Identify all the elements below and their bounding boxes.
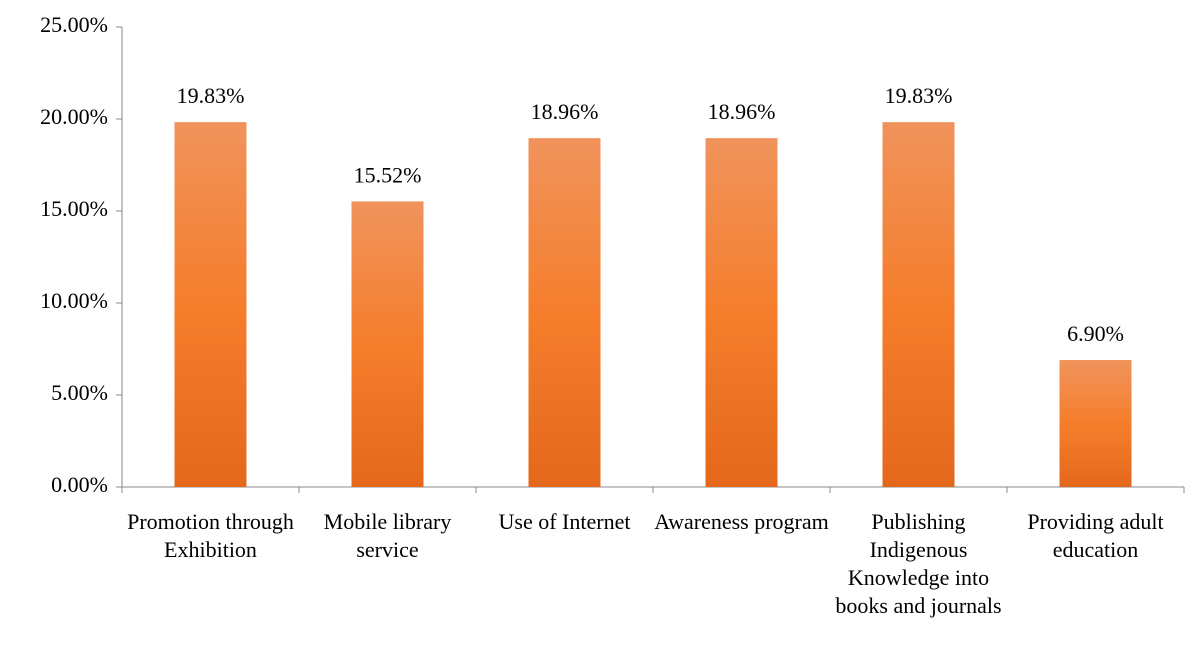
data-label: 19.83% xyxy=(885,83,953,108)
data-label: 18.96% xyxy=(531,99,599,124)
bar xyxy=(351,201,424,487)
data-label: 6.90% xyxy=(1067,321,1124,346)
x-tick-label: Promotion through Exhibition xyxy=(127,509,294,562)
x-tick-label: Use of Internet xyxy=(498,509,631,534)
data-label: 15.52% xyxy=(354,162,422,187)
bar xyxy=(528,138,601,488)
x-tick-label: Publishing Indigenous Knowledge into boo… xyxy=(835,509,1002,618)
x-tick-label: Awareness program xyxy=(654,509,829,534)
data-label: 18.96% xyxy=(708,99,776,124)
bar xyxy=(882,122,955,488)
bar xyxy=(705,138,778,488)
bar xyxy=(1059,360,1132,487)
y-tick-label: 5.00% xyxy=(51,380,108,405)
data-label: 19.83% xyxy=(177,83,245,108)
y-tick-label: 15.00% xyxy=(40,196,108,221)
bar xyxy=(174,122,247,488)
y-tick-label: 10.00% xyxy=(40,288,108,313)
y-tick-label: 25.00% xyxy=(40,12,108,37)
y-tick-label: 20.00% xyxy=(40,104,108,129)
x-tick-label: Providing adult education xyxy=(1027,509,1164,562)
x-tick-label: Mobile library service xyxy=(323,509,452,562)
y-tick-label: 0.00% xyxy=(51,472,108,497)
